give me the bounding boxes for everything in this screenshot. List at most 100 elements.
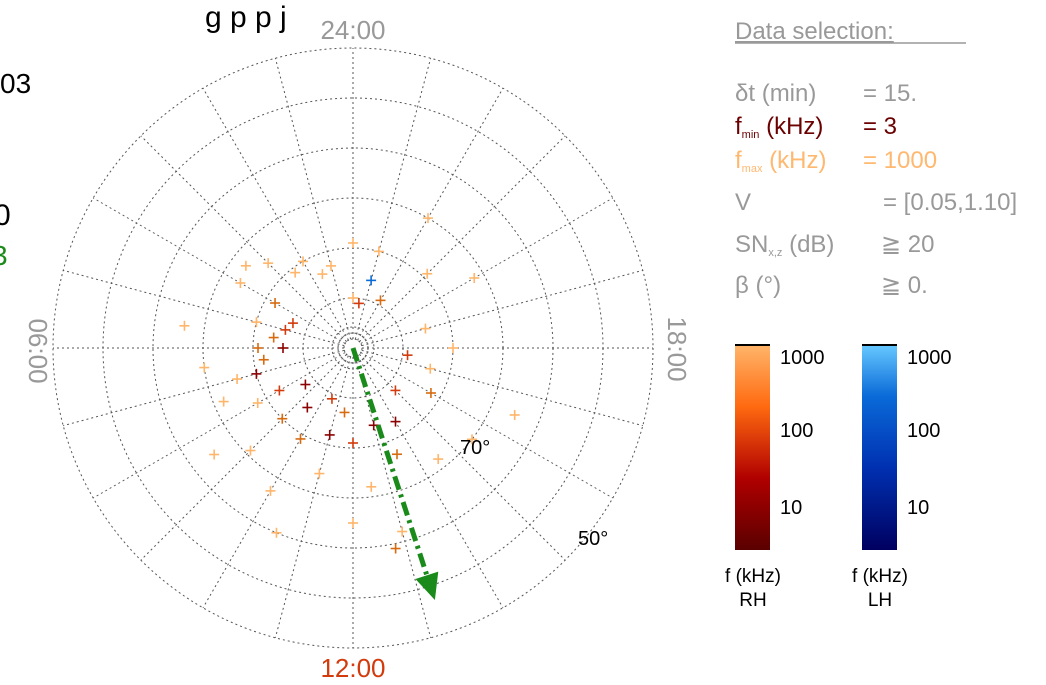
- dt-label: δt (min): [735, 80, 816, 107]
- hour-spoke-3: [140, 135, 347, 342]
- left-fragment-2: 0: [0, 199, 11, 232]
- lh-tick-100: 100: [907, 420, 940, 442]
- title-fragment: g p p j: [205, 1, 287, 34]
- data-point: [425, 363, 436, 374]
- data-point: [433, 454, 444, 465]
- data-selection-panel: Data selection: δt (min) = 15. fmin (kHz…: [735, 18, 1017, 299]
- data-point: [245, 445, 256, 456]
- hour-spoke-15: [359, 354, 566, 561]
- polar-plot: [52, 47, 654, 649]
- data-point: [448, 343, 458, 353]
- data-point: [397, 526, 408, 537]
- lh-tick-1000: 1000: [907, 347, 952, 369]
- hour-spoke-1: [274, 58, 352, 340]
- data-point: [253, 343, 263, 353]
- data-point: [390, 543, 401, 554]
- direction-arrow: [350, 347, 439, 601]
- data-point: [179, 320, 190, 331]
- lat-label-70: 70°: [460, 437, 490, 459]
- hour-label-top: 24:00: [320, 15, 385, 45]
- data-point: [423, 213, 433, 224]
- data-point: [235, 278, 246, 288]
- data-point: [240, 260, 251, 271]
- data-point: [290, 267, 301, 278]
- data-point: [348, 518, 358, 528]
- hour-label-left: 06:00: [23, 318, 53, 383]
- data-point: [467, 434, 478, 445]
- hour-spoke-22: [357, 87, 504, 341]
- hour-spoke-5: [63, 269, 345, 347]
- data-point: [390, 385, 401, 396]
- data-point: [317, 269, 328, 280]
- fmax-label: fmax (kHz): [735, 147, 826, 175]
- hour-spoke-11: [274, 356, 352, 638]
- data-point: [348, 293, 358, 303]
- hour-spoke-7: [63, 349, 345, 427]
- left-fragment-3: 3: [0, 240, 8, 271]
- data-point: [425, 388, 436, 398]
- hour-spoke-23: [354, 58, 432, 340]
- data-point: [280, 324, 291, 335]
- data-point: [368, 420, 379, 431]
- data-point: [218, 396, 229, 407]
- fmin-value: = 3: [863, 113, 897, 140]
- colorbar-lh: 1000 100 10 f (kHz) LH: [852, 344, 952, 611]
- selection-title: Data selection:: [735, 18, 894, 45]
- data-point: [265, 485, 276, 496]
- data-point: [263, 258, 274, 269]
- beta-value: ≧ 0.: [881, 272, 928, 299]
- data-point: [366, 481, 377, 492]
- data-point: [287, 318, 298, 329]
- data-point: [353, 298, 364, 309]
- hour-spoke-20: [360, 197, 614, 344]
- fmin-label: fmin (kHz): [735, 113, 823, 141]
- hour-spoke-9: [140, 354, 347, 561]
- data-point: [348, 438, 358, 448]
- data-point: [209, 449, 220, 460]
- data-point: [348, 238, 358, 248]
- data-point: [326, 260, 337, 271]
- lh-label: f (kHz): [852, 566, 908, 587]
- hour-spoke-13: [354, 356, 432, 638]
- hour-spoke-21: [359, 135, 566, 342]
- colorbar-rh-gradient: [735, 345, 770, 550]
- fmax-value: = 1000: [863, 147, 937, 174]
- left-fragment-1: 03: [0, 68, 31, 99]
- hour-spokes: [53, 48, 653, 648]
- rh-tick-1000: 1000: [780, 347, 825, 369]
- lat-label-50: 50°: [578, 528, 608, 550]
- data-point: [390, 416, 401, 427]
- hour-spoke-17: [361, 349, 643, 427]
- data-point: [278, 343, 288, 353]
- rh-tick-10: 10: [780, 497, 802, 519]
- data-point: [300, 379, 311, 390]
- hour-spoke-4: [92, 197, 346, 344]
- hour-spoke-2: [202, 87, 349, 341]
- rh-label-2: RH: [739, 590, 766, 611]
- sn-value: ≧ 20: [881, 231, 934, 258]
- v-value: = [0.05,1.10]: [883, 189, 1017, 216]
- data-point: [251, 317, 262, 328]
- hour-label-right: 18:00: [662, 316, 692, 381]
- hour-spoke-10: [202, 355, 349, 609]
- data-point: [274, 385, 285, 396]
- data-point: [339, 407, 350, 418]
- data-point: [295, 433, 306, 444]
- data-point: [258, 354, 269, 365]
- lh-tick-10: 10: [907, 497, 929, 519]
- data-point: [422, 268, 433, 279]
- dt-value: = 15.: [863, 80, 917, 107]
- data-point: [271, 527, 282, 538]
- hour-label-bottom: 12:00: [320, 653, 385, 683]
- hour-spoke-19: [361, 269, 643, 347]
- data-points: [179, 213, 520, 554]
- data-point: [324, 429, 335, 440]
- hour-spoke-8: [92, 352, 346, 499]
- lh-label-2: LH: [868, 590, 892, 611]
- data-point: [366, 275, 377, 286]
- data-point: [375, 295, 386, 306]
- data-point: [232, 374, 243, 385]
- data-point: [326, 393, 337, 404]
- data-point: [252, 398, 263, 408]
- data-point: [251, 368, 262, 379]
